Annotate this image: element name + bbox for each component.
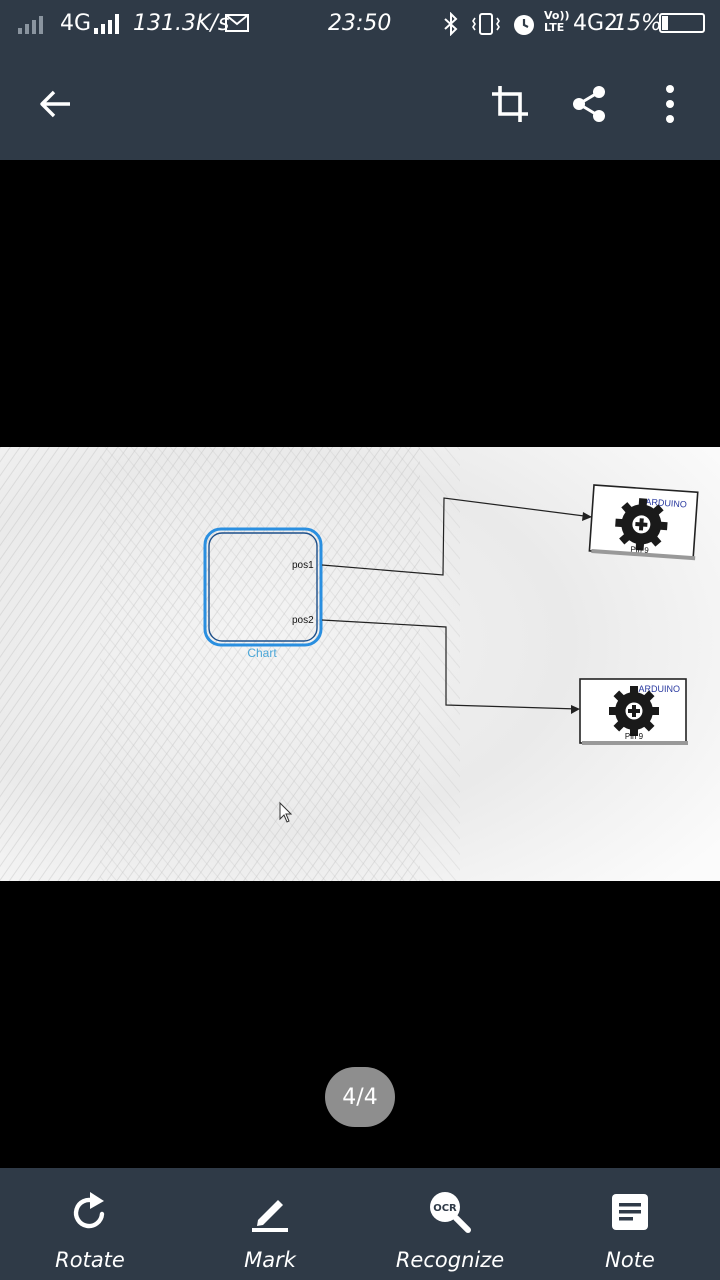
rotate-icon (66, 1188, 114, 1236)
chart-block (203, 527, 323, 647)
back-arrow-icon[interactable] (28, 76, 84, 132)
arduino-1-title: ARDUINO (645, 497, 687, 510)
bluetooth-icon (442, 11, 460, 44)
mouse-cursor-icon (279, 801, 293, 823)
ocr-icon: OCR (426, 1188, 474, 1236)
note-label: Note (605, 1248, 655, 1272)
network-type-label-2: 4G2 (573, 11, 619, 36)
crop-icon[interactable] (482, 76, 538, 132)
battery-icon (659, 13, 705, 33)
recognize-button[interactable]: OCR Recognize (360, 1168, 540, 1280)
gear-icon (615, 498, 668, 551)
arduino-1-pin: Pin 9 (630, 545, 649, 555)
battery-percent: 15% (613, 11, 662, 36)
network-type-label: 4G (60, 11, 92, 36)
mail-icon (225, 12, 249, 40)
arduino-2-pin: Pin 9 (625, 732, 644, 741)
chart-block-label: Chart (247, 646, 277, 660)
more-vert-icon[interactable] (642, 76, 698, 132)
port-pos2-label: pos2 (292, 615, 314, 626)
arduino-block-2: ARDUINO Pin 9 (579, 678, 688, 745)
photo-image[interactable]: Chart pos1 pos2 ARDUINO Pi (0, 447, 720, 881)
rotate-label: Rotate (55, 1248, 125, 1272)
status-bar: 4G 131.3K/s 23:50 Vo)) LTE 4G2 15% (0, 0, 720, 48)
mark-button[interactable]: Mark (180, 1168, 360, 1280)
note-button[interactable]: Note (540, 1168, 720, 1280)
signal-strength-icon-sim2 (94, 14, 119, 34)
gear-icon (609, 686, 659, 736)
bottom-toolbar: Rotate Mark OCR Recognize Note (0, 1168, 720, 1280)
page-counter: 4/4 (325, 1067, 395, 1127)
arduino-2-title: ARDUINO (638, 684, 680, 694)
arduino-block-1: ARDUINO Pin 9 (588, 484, 699, 561)
photo-content: Chart pos1 pos2 ARDUINO Pi (0, 447, 720, 881)
mark-label: Mark (244, 1248, 296, 1272)
alarm-icon (511, 11, 537, 45)
recognize-label: Recognize (395, 1248, 505, 1272)
vibrate-icon (470, 12, 502, 44)
status-time: 23:50 (328, 11, 392, 36)
share-icon[interactable] (561, 76, 617, 132)
volte-icon: Vo)) LTE (544, 9, 570, 34)
signal-line-pos1 (321, 497, 593, 576)
pen-icon (246, 1188, 294, 1236)
signal-line-pos2 (321, 619, 579, 710)
app-bar (0, 48, 720, 160)
svg-text:OCR: OCR (433, 1203, 457, 1214)
rotate-button[interactable]: Rotate (0, 1168, 180, 1280)
network-speed: 131.3K/s (133, 11, 230, 36)
port-pos1-label: pos1 (292, 560, 314, 571)
signal-strength-icon-sim1 (18, 14, 43, 34)
note-icon (606, 1188, 654, 1236)
